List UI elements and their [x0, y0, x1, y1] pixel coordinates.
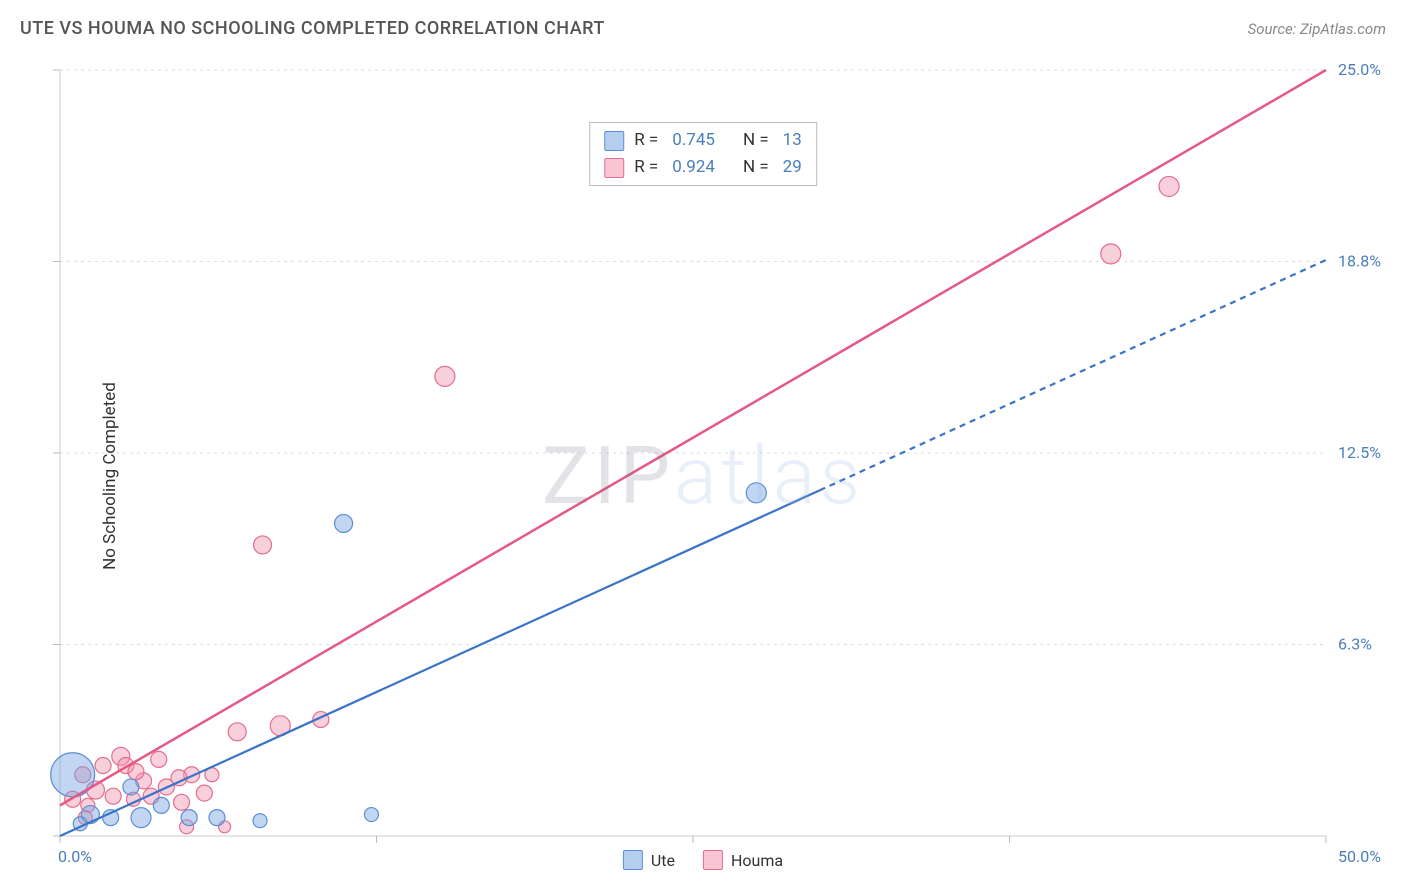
data-point: [1159, 176, 1179, 196]
legend-n-label: N =: [743, 127, 769, 154]
y-axis-title: No Schooling Completed: [100, 382, 120, 570]
x-min-label: 0.0%: [58, 847, 92, 866]
series-legend-item: Houma: [703, 850, 783, 870]
data-point: [131, 808, 151, 828]
trend-line-dashed: [820, 260, 1326, 490]
legend-n-label: N =: [743, 154, 769, 181]
legend-swatch: [623, 850, 643, 870]
chart-header: UTE VS HOUMA NO SCHOOLING COMPLETED CORR…: [20, 18, 1386, 39]
legend-n-value: 13: [783, 127, 802, 154]
data-point: [335, 514, 353, 532]
data-point: [181, 810, 197, 826]
data-point: [196, 785, 212, 801]
trend-line-solid: [60, 490, 820, 836]
y-tick-label: 25.0%: [1338, 60, 1381, 79]
chart-title: UTE VS HOUMA NO SCHOOLING COMPLETED CORR…: [20, 18, 605, 39]
correlation-legend: R = 0.745 N = 13 R = 0.924 N = 29: [589, 122, 817, 186]
data-point: [253, 814, 267, 828]
series-legend-label: Ute: [651, 851, 675, 870]
chart-area: No Schooling Completed 6.3% 12.5% 18.8% 25.…: [0, 60, 1406, 892]
data-point: [174, 794, 190, 810]
data-point: [105, 788, 121, 804]
y-tick-label: 12.5%: [1338, 443, 1381, 462]
legend-r-label: R =: [634, 154, 658, 181]
legend-r-value: 0.745: [672, 127, 715, 154]
y-tick-label: 6.3%: [1338, 635, 1372, 654]
legend-swatch: [604, 131, 624, 151]
data-point: [364, 808, 378, 822]
data-point: [128, 764, 144, 780]
data-point: [254, 536, 272, 554]
x-max-label: 50.0%: [1338, 847, 1381, 866]
legend-swatch: [703, 850, 723, 870]
data-point: [228, 723, 246, 741]
y-tick-label: 18.8%: [1338, 252, 1381, 271]
legend-n-value: 29: [783, 154, 802, 181]
legend-row: R = 0.745 N = 13: [604, 127, 802, 154]
series-legend-item: Ute: [623, 850, 675, 870]
legend-r-label: R =: [634, 127, 658, 154]
data-point: [746, 483, 766, 503]
legend-row: R = 0.924 N = 29: [604, 154, 802, 181]
data-point: [1101, 244, 1121, 264]
legend-swatch: [604, 158, 624, 178]
chart-source: Source: ZipAtlas.com: [1248, 20, 1386, 38]
data-point: [209, 810, 225, 826]
series-legend-label: Houma: [731, 851, 783, 870]
data-point: [123, 779, 139, 795]
data-point: [95, 758, 111, 774]
series-legend: Ute Houma: [623, 850, 783, 870]
legend-r-value: 0.924: [672, 154, 715, 181]
data-point: [153, 797, 169, 813]
data-point: [151, 751, 167, 767]
data-point: [435, 366, 455, 386]
